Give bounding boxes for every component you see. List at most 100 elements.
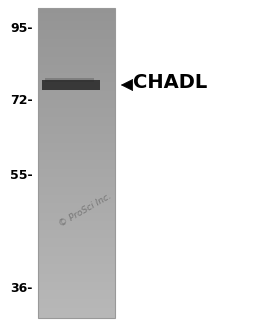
Bar (38, 18, 115, 19)
Bar (38, 263, 115, 264)
Bar (38, 268, 115, 269)
Bar (38, 303, 115, 304)
Bar (38, 178, 115, 179)
Bar (38, 276, 115, 277)
Bar (38, 101, 115, 102)
Bar (38, 103, 115, 104)
Bar (38, 262, 115, 263)
Bar (38, 79, 115, 80)
Bar (38, 10, 115, 11)
Bar (38, 306, 115, 307)
Bar (38, 8, 115, 318)
Bar (38, 62, 115, 63)
Bar (38, 102, 115, 103)
Bar (38, 156, 115, 157)
Bar (38, 83, 115, 84)
Bar (38, 139, 115, 140)
Bar (38, 229, 115, 230)
Bar (38, 194, 115, 195)
Bar (38, 251, 115, 252)
Bar (38, 183, 115, 184)
Bar (38, 267, 115, 268)
Bar (38, 51, 115, 52)
Bar (38, 125, 115, 126)
Bar (38, 234, 115, 235)
Bar (38, 252, 115, 253)
Bar (38, 166, 115, 167)
Bar (38, 109, 115, 110)
Bar (38, 316, 115, 317)
Bar (38, 242, 115, 243)
Bar (38, 256, 115, 257)
Bar (38, 77, 115, 78)
Bar (38, 43, 115, 44)
Bar (38, 195, 115, 196)
Bar (38, 269, 115, 270)
Bar (38, 57, 115, 58)
Bar (38, 20, 115, 22)
Bar (38, 199, 115, 200)
Bar (38, 236, 115, 237)
Bar (38, 74, 115, 75)
Bar (38, 137, 115, 138)
Bar (38, 240, 115, 242)
Bar (38, 173, 115, 174)
Bar (38, 250, 115, 251)
Bar (38, 257, 115, 258)
Bar (38, 123, 115, 124)
Bar (38, 14, 115, 15)
Bar (38, 307, 115, 308)
Bar (38, 58, 115, 59)
Text: CHADL: CHADL (133, 74, 207, 93)
Bar (38, 145, 115, 146)
Bar (38, 159, 115, 160)
Text: © ProSci Inc.: © ProSci Inc. (57, 191, 113, 229)
Bar (38, 23, 115, 24)
Bar (38, 287, 115, 288)
Bar (38, 239, 115, 240)
Bar (38, 9, 115, 10)
Bar (38, 135, 115, 136)
Bar (38, 167, 115, 168)
Bar (38, 249, 115, 250)
Bar (38, 198, 115, 199)
Bar (38, 149, 115, 151)
Bar (38, 181, 115, 183)
Bar (38, 116, 115, 117)
Bar (38, 201, 115, 202)
Bar (38, 311, 115, 312)
Bar (38, 253, 115, 254)
Bar (38, 42, 115, 43)
Bar (38, 238, 115, 239)
Bar (38, 187, 115, 188)
Bar (38, 209, 115, 210)
Bar (38, 210, 115, 211)
Bar (38, 37, 115, 38)
Bar (38, 122, 115, 123)
Bar (38, 266, 115, 267)
Bar (38, 108, 115, 109)
Bar (38, 243, 115, 244)
Bar (38, 129, 115, 130)
Bar (38, 84, 115, 85)
Bar (38, 106, 115, 107)
Bar (38, 17, 115, 18)
Bar (38, 73, 115, 74)
Bar (38, 186, 115, 187)
Bar (38, 82, 115, 83)
Bar (38, 237, 115, 238)
Bar (38, 38, 115, 39)
Bar (38, 34, 115, 35)
Bar (38, 309, 115, 310)
Bar (38, 12, 115, 13)
Bar (38, 164, 115, 165)
Bar (38, 81, 115, 82)
Bar (38, 177, 115, 178)
Bar (38, 260, 115, 261)
Bar (38, 308, 115, 309)
Bar (38, 151, 115, 152)
Bar (38, 39, 115, 40)
Bar (38, 232, 115, 233)
Bar (38, 45, 115, 46)
Bar (38, 215, 115, 216)
